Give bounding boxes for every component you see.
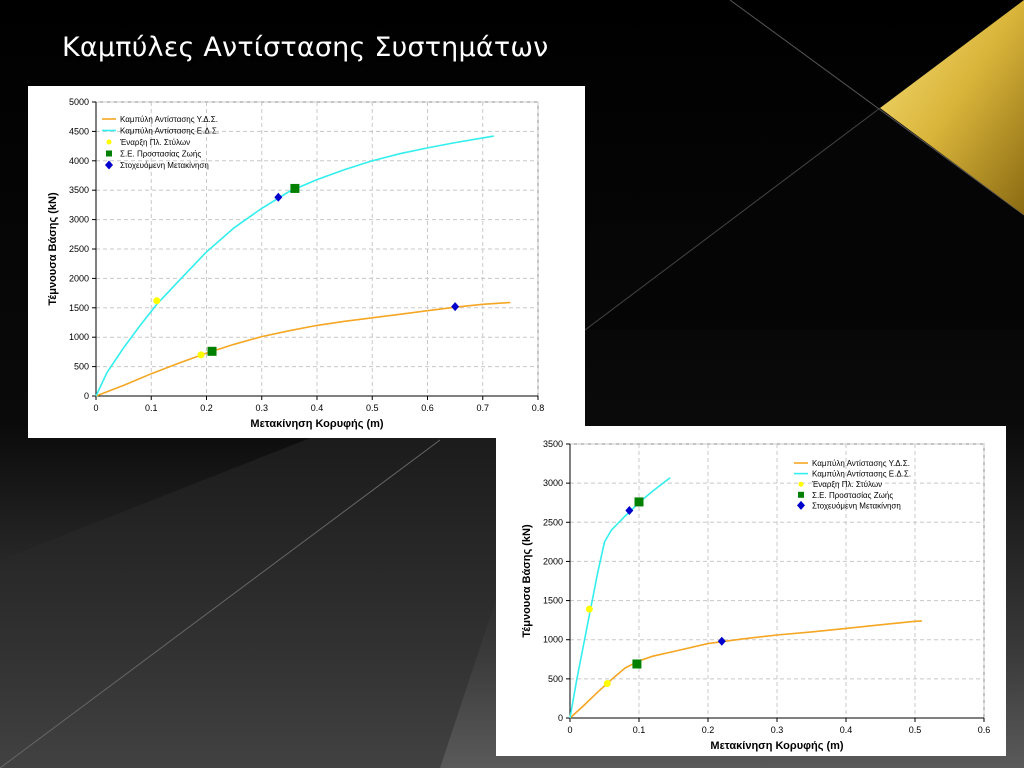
x-tick-label: 0.6 <box>978 725 991 735</box>
x-axis-label: Μετακίνηση Κορυφής (m) <box>250 418 384 430</box>
y-tick-label: 0 <box>84 391 89 401</box>
gold-accent-shape <box>880 0 1024 215</box>
x-tick-label: 0 <box>567 725 572 735</box>
y-tick-label: 1000 <box>69 332 89 342</box>
y-tick-label: 3500 <box>69 185 89 195</box>
y-tick-label: 2500 <box>69 244 89 254</box>
legend-swatch <box>797 500 805 510</box>
data-point-marker <box>625 506 634 516</box>
x-tick-label: 0.5 <box>909 725 922 735</box>
y-tick-label: 3000 <box>69 215 89 225</box>
legend-swatch <box>798 491 804 498</box>
data-point-marker <box>603 680 611 688</box>
series-line <box>569 620 922 719</box>
series-line <box>95 301 511 397</box>
legend-entry-label: Καμπύλη Αντίστασης Ε.Δ.Σ. <box>120 127 219 136</box>
x-axis-label: Μετακίνηση Κορυφής (m) <box>710 740 844 752</box>
legend-swatch <box>105 160 113 170</box>
x-tick-label: 0.8 <box>532 403 545 413</box>
decor-line <box>0 439 441 768</box>
data-point-marker <box>274 192 283 202</box>
x-tick-label: 0.1 <box>633 725 646 735</box>
legend-entry-label: Σ.Ε. Προστασίας Ζωής <box>120 150 201 159</box>
legend-entry-label: Στοχευόμενη Μετακίνηση <box>120 161 209 170</box>
legend-entry-label: Έναρξη Πλ. Στύλων <box>811 480 882 489</box>
y-tick-label: 2000 <box>69 273 89 283</box>
legend-entry-label: Στοχευόμενη Μετακίνηση <box>812 501 901 510</box>
legend-entry-label: Καμπύλη Αντίστασης Υ.Δ.Σ. <box>812 459 910 468</box>
y-tick-label: 1500 <box>543 596 563 606</box>
y-tick-label: 0 <box>558 713 563 723</box>
y-tick-label: 2000 <box>543 556 563 566</box>
y-tick-label: 4500 <box>69 126 89 136</box>
data-point-marker <box>632 659 642 669</box>
x-tick-label: 0.5 <box>366 403 379 413</box>
data-point-marker <box>585 605 593 613</box>
y-tick-label: 3000 <box>543 478 563 488</box>
decor-line <box>729 0 1024 216</box>
data-point-marker <box>717 636 726 646</box>
series-line <box>569 477 671 719</box>
legend-swatch <box>798 481 804 487</box>
x-tick-label: 0.4 <box>311 403 324 413</box>
x-tick-label: 0.6 <box>421 403 434 413</box>
data-point-marker <box>197 351 205 359</box>
legend-entry-label: Έναρξη Πλ. Στύλων <box>119 138 190 147</box>
chart-svg: 0 0.1 0.2 0.3 0.4 0.5 0.6 0.7 0.8 0 500 1000 1500 200… <box>47 97 545 430</box>
y-axis-label: Τέμνουσα Βάσης (kN) <box>521 524 533 638</box>
x-tick-label: 0.1 <box>145 403 158 413</box>
y-tick-label: 5000 <box>69 97 89 107</box>
y-tick-label: 3500 <box>543 439 563 449</box>
series-line <box>95 135 494 397</box>
data-point-marker <box>634 497 644 507</box>
x-tick-label: 0.3 <box>255 403 268 413</box>
y-tick-label: 500 <box>548 674 563 684</box>
chart-svg: 0 0.1 0.2 0.3 0.4 0.5 0.6 0 500 1000 1500 2000 2500 3… <box>521 439 991 752</box>
decor-line <box>584 107 881 331</box>
legend-entry-label: Καμπύλη Αντίστασης Υ.Δ.Σ. <box>120 115 218 124</box>
legend-entry-label: Καμπύλη Αντίστασης Ε.Δ.Σ. <box>812 470 911 479</box>
y-tick-label: 4000 <box>69 156 89 166</box>
x-tick-label: 0.2 <box>200 403 213 413</box>
y-tick-label: 1000 <box>543 635 563 645</box>
legend-swatch <box>106 139 112 145</box>
y-tick-label: 1500 <box>69 303 89 313</box>
chart-panel-top: 0 0.1 0.2 0.3 0.4 0.5 0.6 0.7 0.8 0 500 1000 1500 200… <box>28 86 585 438</box>
legend-swatch <box>106 150 112 157</box>
data-point-marker <box>451 302 460 312</box>
x-tick-label: 0.4 <box>840 725 853 735</box>
y-axis-label: Τέμνουσα Βάσης (kN) <box>47 192 59 306</box>
y-tick-label: 2500 <box>543 517 563 527</box>
chart-panel-bottom: 0 0.1 0.2 0.3 0.4 0.5 0.6 0 500 1000 1500 2000 2500 3… <box>496 426 1006 756</box>
data-point-marker <box>207 346 217 356</box>
data-point-marker <box>153 297 161 305</box>
x-tick-label: 0 <box>93 403 98 413</box>
x-tick-label: 0.3 <box>771 725 784 735</box>
y-tick-label: 500 <box>74 362 89 372</box>
legend-entry-label: Σ.Ε. Προστασίας Ζωής <box>812 491 893 500</box>
x-tick-label: 0.7 <box>476 403 489 413</box>
data-point-marker <box>290 183 300 193</box>
x-tick-label: 0.2 <box>702 725 715 735</box>
page-title: Καμπύλες Αντίστασης Συστημάτων <box>62 32 549 63</box>
